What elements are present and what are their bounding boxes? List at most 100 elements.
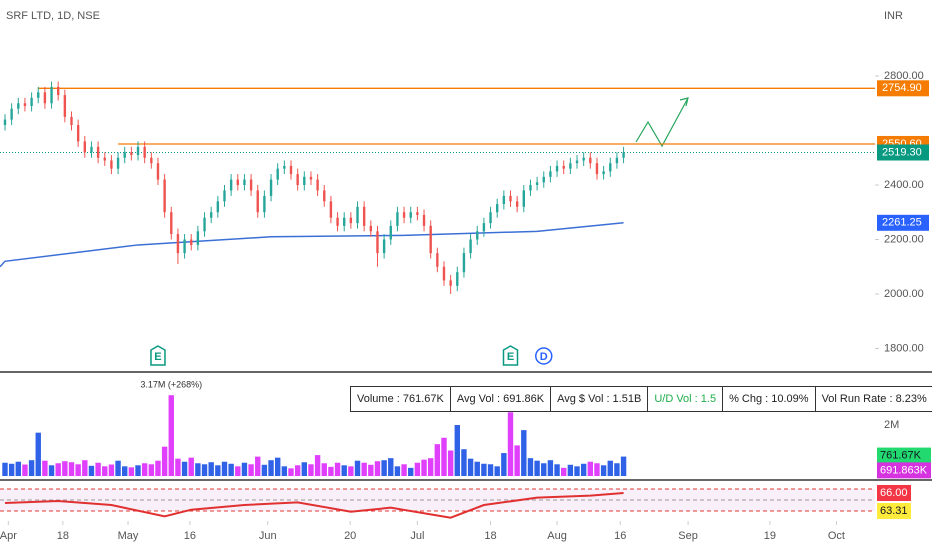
event-label: D [540, 351, 548, 363]
volume-bar [228, 463, 234, 476]
axis-label: 761.67K [880, 449, 922, 461]
axis-label-bg [877, 462, 931, 479]
candle-body [456, 272, 459, 286]
volume-bar [414, 462, 421, 476]
candle-body [249, 179, 253, 191]
axis-label: 2261.25 [882, 217, 922, 229]
volume-bar [527, 458, 534, 476]
volume-bar [75, 464, 81, 476]
candle-body [589, 157, 592, 164]
candle-body [130, 152, 133, 156]
x-tick-label: May [118, 530, 139, 542]
candle-body [256, 190, 259, 213]
volume-bar [255, 456, 261, 476]
candle-body [595, 163, 599, 175]
volume-bar [541, 463, 547, 476]
candle-body [276, 168, 279, 180]
candle-body [183, 239, 186, 254]
volume-bar [421, 459, 427, 476]
volume-bar [15, 461, 21, 476]
candle-body [469, 239, 472, 254]
volume-bar [161, 446, 168, 476]
volume-bar [447, 450, 454, 476]
candle-body [329, 201, 333, 218]
volume-bar [181, 461, 188, 476]
axis-label: 63.31 [880, 505, 908, 517]
volume-bar [408, 467, 414, 476]
volume-bar [534, 460, 540, 476]
volume-bar [128, 467, 135, 476]
candle-body [37, 92, 40, 98]
candle-body [96, 146, 100, 158]
candle-body [170, 212, 173, 235]
axis-label: 2519.30 [882, 146, 922, 158]
candle-body [382, 239, 386, 254]
volume-tick-label: 2M [884, 419, 899, 431]
volume-bar [620, 456, 627, 476]
candle-body [482, 223, 486, 232]
y-tick-label: 2800.00 [884, 70, 924, 82]
axis-label-bg [877, 447, 931, 464]
candle-body [442, 266, 446, 281]
volume-bar [221, 461, 228, 476]
volume-bar [600, 465, 607, 476]
volume-bar [554, 464, 560, 476]
candle-body [3, 119, 7, 126]
currency: INR [884, 10, 903, 22]
stat-cell: Avg $ Vol : 1.51B [551, 387, 649, 411]
candle-body [296, 174, 299, 185]
stat-cell: Avg Vol : 691.86K [451, 387, 552, 411]
x-tick-label: 20 [344, 530, 356, 542]
candle-body [143, 146, 146, 158]
axis-label: 691.863K [880, 464, 928, 476]
axis-label-bg [877, 214, 929, 231]
candle-body [569, 163, 572, 169]
candle-body [502, 195, 506, 205]
volume-bar [580, 463, 587, 476]
volume-bar [401, 464, 407, 476]
candle-body [76, 125, 80, 142]
candle-body [190, 239, 193, 245]
volume-bar [441, 437, 447, 476]
volume-bar [8, 463, 15, 476]
volume-bar [481, 463, 487, 476]
candle-body [163, 179, 166, 213]
candle-body [575, 160, 579, 164]
chart-title: SRF LTD, 1D, NSE [6, 10, 100, 22]
candle-body [402, 212, 406, 218]
volume-bar [587, 461, 594, 476]
candle-body [209, 212, 213, 218]
y-tick-label: 1800.00 [884, 342, 924, 354]
volume-bar [155, 460, 161, 476]
candle-body [216, 201, 220, 213]
stat-cell: Vol Run Rate : 8.23% [821, 393, 927, 405]
candle-body [615, 157, 619, 164]
volume-bar [88, 465, 95, 476]
stat-cell: U/D Vol : 1.5 [648, 387, 724, 411]
volume-bar [102, 466, 108, 476]
volume-bar [2, 462, 8, 476]
candle-body [83, 141, 87, 153]
x-tick-label: 16 [614, 530, 626, 542]
candle-body [343, 217, 346, 226]
candle-body [50, 86, 53, 104]
candle-body [489, 212, 492, 224]
candle-body [369, 225, 373, 232]
oscillator-line [4, 491, 624, 519]
volume-bar [381, 460, 387, 476]
volume-bar [235, 466, 241, 476]
y-tick-label: 2400.00 [884, 179, 924, 191]
candle-body [376, 231, 379, 254]
volume-bar [82, 460, 88, 476]
volume-bar [281, 466, 288, 476]
volume-bar [487, 464, 494, 476]
x-tick-label: Aug [547, 530, 567, 542]
volume-bar [547, 460, 554, 476]
candle-body [150, 157, 153, 164]
volume-bar [261, 464, 268, 476]
candle-body [436, 253, 439, 267]
volume-bar [215, 465, 221, 476]
candle-body [522, 190, 526, 207]
volume-bar [22, 464, 28, 476]
